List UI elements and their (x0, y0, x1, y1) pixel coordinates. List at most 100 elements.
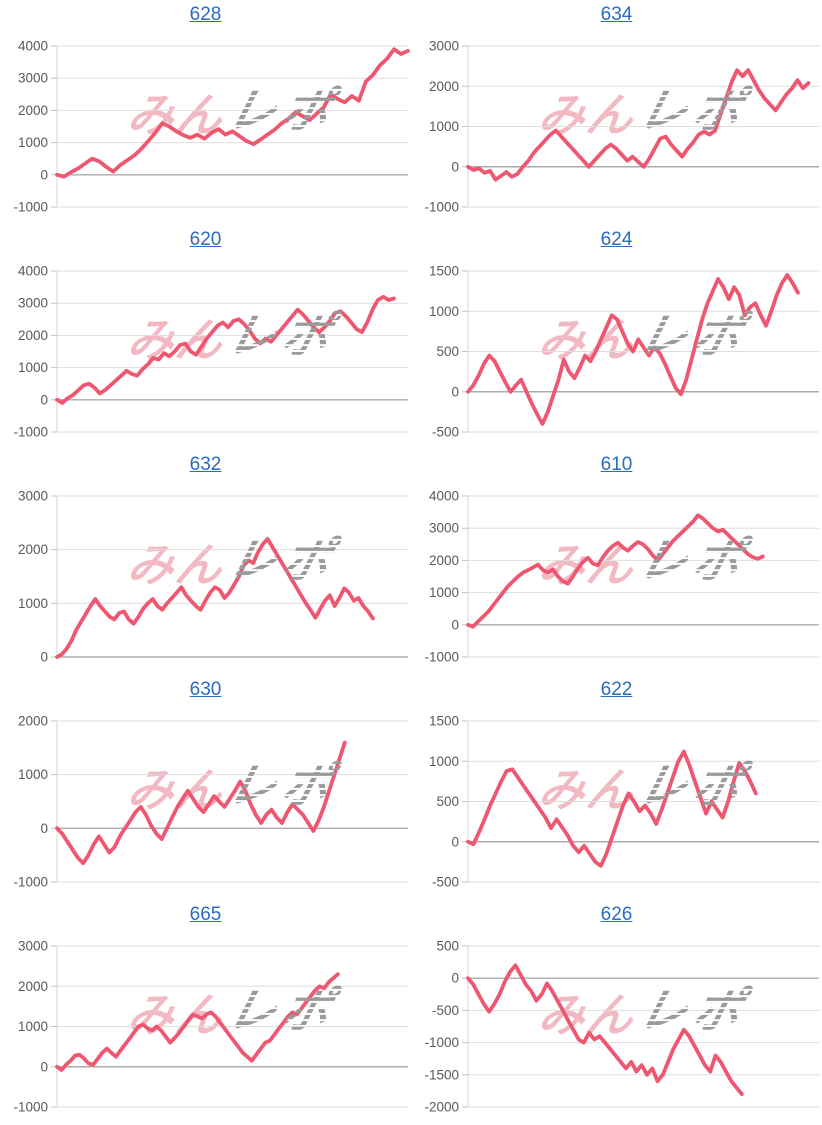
y-tick-label: 1000 (18, 596, 48, 611)
y-tick-label: -1000 (424, 1035, 459, 1050)
chart-cell-634: 634 みん 3000 2000 1000 0 -1000 レポ (411, 0, 822, 225)
chart-cell-620: 620 みん 4000 3000 2000 1000 0 -1000 レポ (0, 225, 411, 450)
machine-link-620[interactable]: 620 (189, 229, 222, 250)
y-tick-label: 2000 (429, 553, 459, 568)
chart-title-wrap: 624 (411, 229, 822, 251)
y-tick-label: 2000 (429, 79, 459, 94)
data-line (466, 68, 811, 182)
y-tick-label: 0 (40, 821, 48, 836)
y-tick-label: -1000 (424, 650, 459, 665)
y-tick-label: 3000 (429, 39, 459, 54)
y-tick-label: 1000 (429, 304, 459, 319)
y-tick-label: 1000 (18, 1019, 48, 1034)
y-tick-label: 0 (451, 971, 459, 986)
y-tick-label: 0 (451, 384, 459, 399)
line-chart-632: 3000 2000 1000 0 (18, 489, 408, 665)
data-line (466, 963, 744, 1097)
y-tick-label: 0 (451, 159, 459, 174)
machine-link-624[interactable]: 624 (600, 229, 633, 250)
chart-title-wrap: 632 (0, 454, 411, 476)
machine-link-634[interactable]: 634 (600, 4, 633, 25)
y-tick-label: 1000 (18, 135, 48, 150)
chart-title-wrap: 610 (411, 454, 822, 476)
y-tick-label: 2000 (18, 328, 48, 343)
chart-title-wrap: 622 (411, 679, 822, 701)
y-tick-label: 1000 (18, 767, 48, 782)
y-tick-label: 0 (40, 392, 48, 407)
data-line (466, 273, 800, 426)
chart-title-wrap: 665 (0, 904, 411, 926)
y-tick-label: 1500 (429, 264, 459, 279)
line-chart-630: 2000 1000 0 -1000 (13, 714, 408, 890)
machine-link-622[interactable]: 622 (600, 679, 633, 700)
y-tick-label: 3000 (18, 296, 48, 311)
line-chart-622: 1500 1000 500 0 -500 (429, 714, 819, 890)
data-line (466, 749, 758, 868)
y-tick-label: 3000 (18, 939, 48, 954)
y-tick-label: 500 (436, 344, 459, 359)
y-tick-label: 1000 (429, 585, 459, 600)
y-tick-label: 2000 (18, 103, 48, 118)
y-tick-label: -1000 (13, 200, 48, 215)
chart-cell-622: 622 みん 1500 1000 500 0 -500 レポ (411, 675, 822, 900)
y-tick-label: 3000 (18, 71, 48, 86)
chart-title-wrap: 620 (0, 229, 411, 251)
chart-title-wrap: 626 (411, 904, 822, 926)
y-tick-label: 0 (451, 617, 459, 632)
chart-title-wrap: 628 (0, 4, 411, 26)
data-line (55, 294, 396, 405)
machine-link-626[interactable]: 626 (600, 904, 633, 925)
line-chart-624: 1500 1000 500 0 -500 (429, 264, 819, 440)
machine-link-632[interactable]: 632 (189, 454, 222, 475)
y-tick-label: -1000 (13, 1100, 48, 1115)
chart-cell-610: 610 みん 4000 3000 2000 1000 0 -1000 レポ (411, 450, 822, 675)
y-tick-label: 1000 (18, 360, 48, 375)
y-tick-label: 2000 (18, 542, 48, 557)
y-tick-label: 0 (40, 1059, 48, 1074)
y-tick-label: 4000 (18, 264, 48, 279)
y-tick-label: -500 (432, 425, 459, 440)
machine-link-665[interactable]: 665 (189, 904, 222, 925)
y-tick-label: -1000 (13, 425, 48, 440)
chart-title-wrap: 630 (0, 679, 411, 701)
line-chart-634: 3000 2000 1000 0 -1000 (424, 39, 819, 215)
y-tick-label: 3000 (429, 521, 459, 536)
y-tick-label: 3000 (18, 489, 48, 504)
line-chart-610: 4000 3000 2000 1000 0 -1000 (424, 489, 819, 665)
y-tick-label: 1500 (429, 714, 459, 729)
y-tick-label: -1500 (424, 1067, 459, 1082)
y-tick-label: -500 (432, 875, 459, 890)
y-tick-label: 500 (436, 939, 459, 954)
y-tick-label: 0 (40, 167, 48, 182)
y-tick-label: 2000 (18, 714, 48, 729)
line-chart-628: 4000 3000 2000 1000 0 -1000 (13, 39, 410, 215)
y-tick-label: 0 (40, 650, 48, 665)
machine-link-610[interactable]: 610 (600, 454, 633, 475)
data-line (55, 537, 375, 659)
y-tick-label: 1000 (429, 119, 459, 134)
chart-cell-665: 665 みん 3000 2000 1000 0 -1000 レポ (0, 900, 411, 1125)
machine-link-630[interactable]: 630 (189, 679, 222, 700)
y-tick-label: -2000 (424, 1100, 459, 1115)
data-line (55, 972, 340, 1072)
y-tick-label: -1000 (424, 200, 459, 215)
data-line (466, 513, 765, 629)
line-chart-620: 4000 3000 2000 1000 0 -1000 (13, 264, 408, 440)
y-tick-label: -500 (432, 1003, 459, 1018)
y-tick-label: 500 (436, 794, 459, 809)
line-chart-665: 3000 2000 1000 0 -1000 (13, 939, 408, 1115)
chart-cell-630: 630 みん 2000 1000 0 -1000 レポ (0, 675, 411, 900)
chart-cell-626: 626 みん 500 0 -500 -1000 -1500 -2000 レポ (411, 900, 822, 1125)
y-tick-label: 0 (451, 834, 459, 849)
machine-link-628[interactable]: 628 (189, 4, 222, 25)
chart-cell-632: 632 みん 3000 2000 1000 0 レポ (0, 450, 411, 675)
data-line (55, 47, 410, 179)
y-tick-label: 4000 (18, 39, 48, 54)
y-tick-label: 4000 (429, 489, 459, 504)
data-line (55, 740, 347, 866)
y-tick-label: 2000 (18, 979, 48, 994)
chart-title-wrap: 634 (411, 4, 822, 26)
chart-cell-624: 624 みん 1500 1000 500 0 -500 レポ (411, 225, 822, 450)
y-tick-label: 1000 (429, 754, 459, 769)
